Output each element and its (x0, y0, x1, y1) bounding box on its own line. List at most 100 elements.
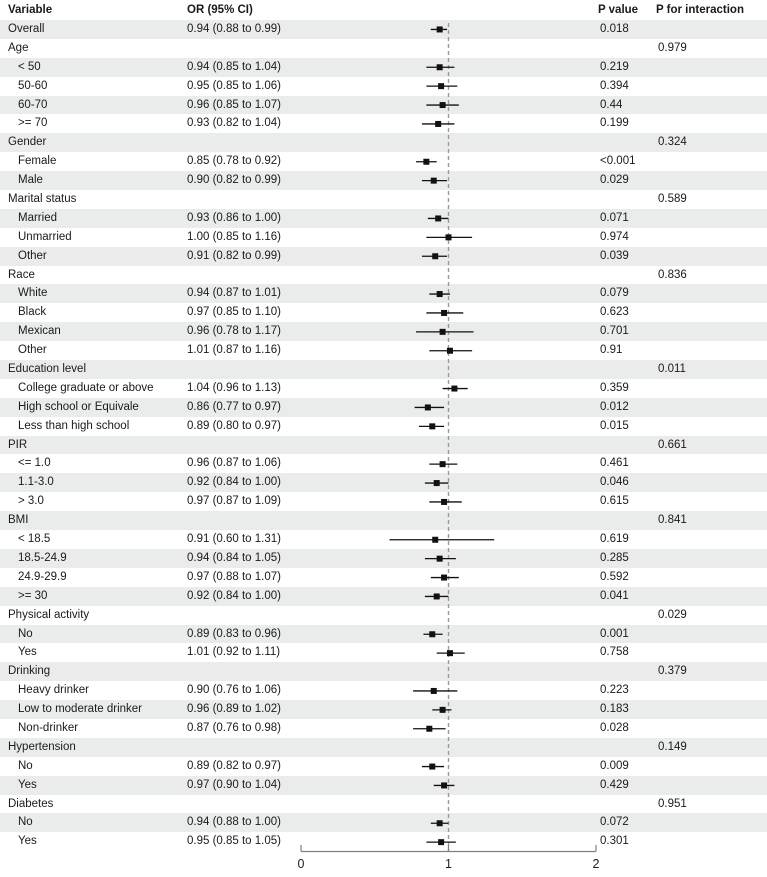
table-header-row: Variable OR (95% CI) P value P for inter… (0, 0, 767, 20)
subgroup-row: Yes 0.97 (0.90 to 1.04) 0.429 (0, 775, 767, 795)
p-interaction-value: 0.324 (658, 136, 687, 149)
p-value: 0.028 (600, 721, 629, 734)
or-ci-value: 0.90 (0.82 to 0.99) (187, 174, 281, 187)
p-value: 0.039 (600, 249, 629, 262)
row-label: Education level (8, 363, 86, 376)
row-label: Non-drinker (18, 721, 79, 734)
subgroup-row: Unmarried 1.00 (0.85 to 1.16) 0.974 (0, 228, 767, 247)
row-label: >= 30 (18, 589, 48, 602)
row-label: Married (18, 211, 57, 224)
or-ci-value: 0.95 (0.85 to 1.06) (187, 79, 281, 92)
category-row: PIR 0.661 (0, 435, 767, 455)
subgroup-row: White 0.94 (0.87 to 1.01) 0.079 (0, 284, 767, 304)
row-label: >= 70 (18, 117, 48, 130)
row-label: Race (8, 268, 35, 281)
subgroup-row: 18.5-24.9 0.94 (0.84 to 1.05) 0.285 (0, 548, 767, 568)
p-value: 0.623 (600, 306, 629, 319)
or-ci-value: 0.94 (0.87 to 1.01) (187, 287, 281, 300)
subgroup-row: No 0.89 (0.83 to 0.96) 0.001 (0, 624, 767, 644)
or-ci-value: 0.95 (0.85 to 1.05) (187, 835, 281, 848)
p-value: 0.071 (600, 211, 629, 224)
row-label: Less than high school (18, 419, 130, 432)
or-ci-value: 0.90 (0.76 to 1.06) (187, 684, 281, 697)
p-value: 0.015 (600, 419, 629, 432)
subgroup-row: Yes 1.01 (0.92 to 1.11) 0.758 (0, 643, 767, 662)
row-label: Physical activity (8, 608, 90, 621)
p-value: 0.359 (600, 381, 629, 394)
p-interaction-value: 0.661 (658, 438, 687, 451)
p-interaction-value: 0.011 (658, 363, 686, 376)
row-label: Diabetes (8, 797, 54, 810)
category-row: Education level 0.011 (0, 360, 767, 379)
subgroup-row: Heavy drinker 0.90 (0.76 to 1.06) 0.223 (0, 681, 767, 700)
column-header-variable: Variable (8, 4, 53, 16)
or-ci-value: 0.96 (0.87 to 1.06) (187, 457, 281, 470)
subgroup-row: > 3.0 0.97 (0.87 to 1.09) 0.615 (0, 492, 767, 511)
row-label: Other (18, 249, 47, 262)
row-label: Overall (8, 23, 45, 35)
row-label: Yes (18, 646, 37, 659)
column-header-p-value: P value (598, 4, 639, 16)
p-value: 0.219 (600, 60, 629, 73)
category-row: Drinking 0.379 (0, 662, 767, 682)
p-value: 0.701 (600, 325, 629, 338)
x-axis-tick-label: 1 (445, 857, 452, 871)
row-label: PIR (8, 438, 28, 451)
subgroup-row: >= 30 0.92 (0.84 to 1.00) 0.041 (0, 586, 767, 606)
row-label: Female (18, 155, 57, 168)
p-value: 0.018 (600, 23, 629, 35)
p-interaction-value: 0.841 (658, 514, 687, 527)
subgroup-row: Other 0.91 (0.82 to 0.99) 0.039 (0, 246, 767, 266)
p-interaction-value: 0.149 (658, 740, 687, 753)
p-value: 0.012 (600, 400, 629, 413)
subgroup-row: Female 0.85 (0.78 to 0.92) <0.001 (0, 152, 767, 171)
category-row: BMI 0.841 (0, 511, 767, 531)
subgroup-row: College graduate or above 1.04 (0.96 to 1… (0, 379, 767, 398)
p-value: 0.046 (600, 476, 629, 489)
p-value: 0.461 (600, 457, 629, 470)
or-ci-value: 0.89 (0.83 to 0.96) (187, 627, 281, 640)
x-axis-tick-label: 2 (593, 857, 600, 871)
p-value: 0.223 (600, 684, 629, 697)
or-ci-value: 0.87 (0.76 to 0.98) (187, 721, 281, 734)
or-ci-value: 0.94 (0.84 to 1.05) (187, 551, 281, 564)
row-label: Mexican (18, 325, 61, 338)
or-ci-value: 0.89 (0.80 to 0.97) (187, 419, 281, 432)
p-value: 0.394 (600, 79, 629, 92)
subgroup-row: <= 1.0 0.96 (0.87 to 1.06) 0.461 (0, 454, 767, 473)
row-label: White (18, 287, 48, 300)
row-label: < 18.5 (18, 533, 51, 546)
or-ci-value: 1.01 (0.92 to 1.11) (187, 646, 281, 659)
subgroup-row: No 0.94 (0.88 to 1.00) 0.072 (0, 813, 767, 833)
row-label: No (18, 816, 33, 829)
row-label: 60-70 (18, 98, 48, 111)
row-label: Yes (18, 835, 37, 848)
category-row: Race 0.836 (0, 266, 767, 285)
or-ci-value: 0.96 (0.85 to 1.07) (187, 98, 281, 111)
subgroup-row: Non-drinker 0.87 (0.76 to 0.98) 0.028 (0, 719, 767, 738)
or-ci-value: 0.96 (0.89 to 1.02) (187, 703, 281, 716)
or-ci-value: 0.91 (0.60 to 1.31) (187, 533, 281, 546)
plot-rows: Overall 0.94 (0.88 to 0.99) 0.018 Age 0.979 <… (0, 20, 767, 851)
subgroup-row: High school or Equivale 0.86 (0.77 to 0.9… (0, 397, 767, 417)
subgroup-row: Overall 0.94 (0.88 to 0.99) 0.018 (0, 20, 767, 39)
row-label: Other (18, 344, 47, 357)
p-value: 0.285 (600, 551, 629, 564)
row-label: No (18, 759, 33, 772)
or-ci-value: 1.00 (0.85 to 1.16) (187, 230, 281, 243)
row-label: Hypertension (8, 740, 76, 753)
or-ci-value: 0.97 (0.88 to 1.07) (187, 570, 281, 583)
p-value: 0.301 (600, 835, 629, 848)
or-ci-value: 0.89 (0.82 to 0.97) (187, 759, 281, 772)
category-row: Diabetes 0.951 (0, 795, 767, 814)
row-label: < 50 (18, 60, 41, 73)
p-value: 0.91 (600, 344, 623, 357)
row-label: Gender (8, 136, 47, 149)
row-label: Yes (18, 778, 37, 791)
subgroup-row: Mexican 0.96 (0.78 to 1.17) 0.701 (0, 322, 767, 342)
row-label: Male (18, 174, 43, 187)
or-ci-value: 0.92 (0.84 to 1.00) (187, 589, 281, 602)
subgroup-row: No 0.89 (0.82 to 0.97) 0.009 (0, 757, 767, 776)
row-label: College graduate or above (18, 381, 154, 394)
